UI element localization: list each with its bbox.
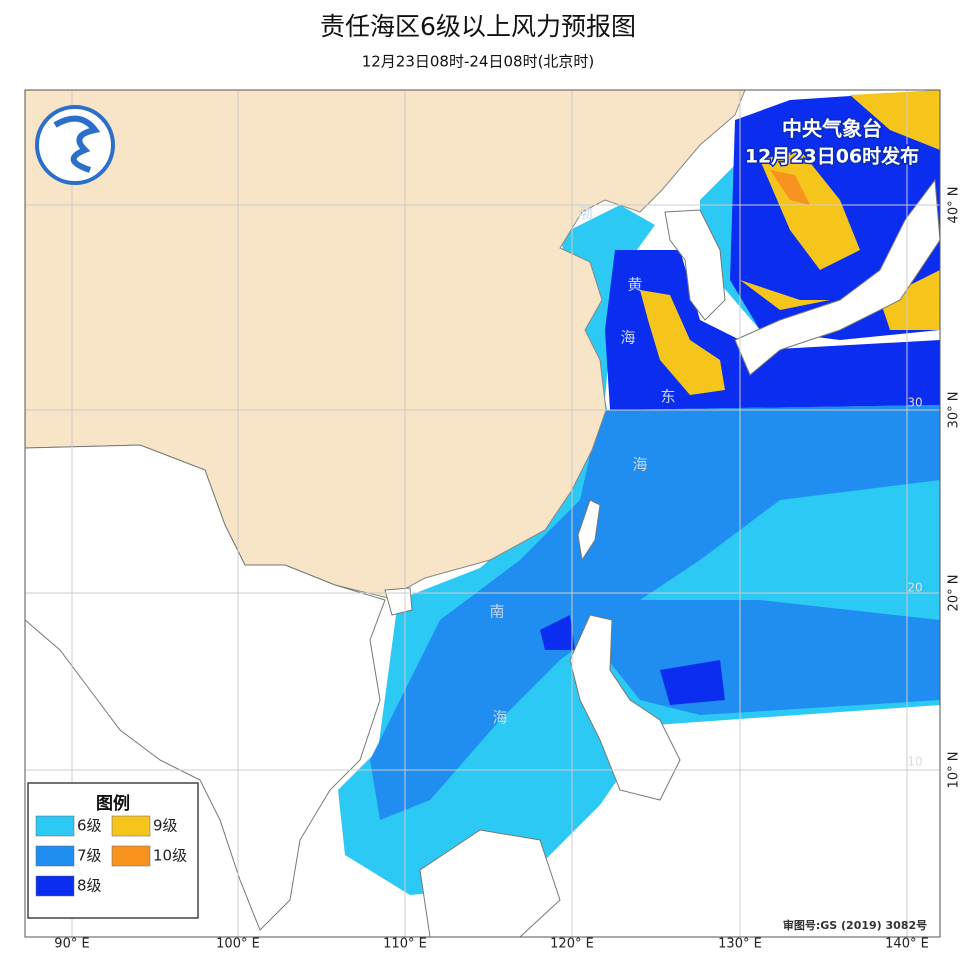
wind-area <box>770 170 810 205</box>
sea-label: 南 <box>489 603 504 621</box>
sea-label: 渤 <box>577 204 592 222</box>
taiwan-land <box>577 499 601 562</box>
sea-label: 海 <box>492 709 507 727</box>
wind-area <box>540 615 725 705</box>
indochina-land <box>25 444 386 931</box>
legend-swatch <box>35 845 75 867</box>
wind-area <box>370 405 940 820</box>
wind-area <box>560 600 940 715</box>
review-number: 审图号:GS (2019) 3082号 <box>783 918 927 932</box>
grid-label: 30 <box>907 396 922 410</box>
latitude-label: 30° N <box>947 392 962 429</box>
legend-label: 9级 <box>153 817 178 835</box>
japan-land <box>734 178 940 376</box>
sea-label: 海 <box>620 329 635 347</box>
longitude-label: 100° E <box>216 937 260 952</box>
longitude-label: 110° E <box>383 937 427 952</box>
legend-label: 7级 <box>77 847 102 865</box>
korea-land <box>664 209 726 321</box>
legend-label: 10级 <box>153 847 187 865</box>
legend-swatch <box>35 815 75 837</box>
sea-label: 黄 <box>627 276 642 294</box>
longitude-label: 90° E <box>54 937 89 952</box>
latitude-label: 40° N <box>947 187 962 224</box>
longitude-label: 120° E <box>550 937 594 952</box>
legend-swatch <box>111 845 151 867</box>
issue-time: 12月23日06时发布 <box>745 145 919 168</box>
wind-area <box>740 90 940 330</box>
title: 责任海区6级以上风力预报图 <box>320 12 636 41</box>
legend-swatch <box>35 875 75 897</box>
sea-label: 东 <box>660 388 675 406</box>
latitude-label: 10° N <box>947 752 962 789</box>
issuer: 中央气象台 <box>782 117 882 141</box>
legend-title: 图例 <box>96 793 130 814</box>
longitude-label: 140° E <box>885 937 929 952</box>
legend-label: 8级 <box>77 877 102 895</box>
sea-label: 海 <box>632 456 647 474</box>
longitude-label: 130° E <box>718 937 762 952</box>
legend-swatch <box>111 815 151 837</box>
latitude-label: 20° N <box>947 575 962 612</box>
legend-label: 6级 <box>77 817 102 835</box>
grid-label: 10 <box>907 755 922 769</box>
borneo-land <box>419 829 561 937</box>
map: 中央气象台 12月23日06时发布 审图号:GS (2019) 3082号 <box>24 89 941 938</box>
legend: 图例 6级 9级 7级 10级 8级 <box>27 782 199 919</box>
logo <box>35 105 115 185</box>
wind-area <box>640 290 725 395</box>
grid-label: 20 <box>907 581 922 595</box>
philippines-land <box>569 614 681 801</box>
subtitle: 12月23日08时-24日08时(北京时) <box>362 53 595 71</box>
map-frame <box>24 89 941 938</box>
